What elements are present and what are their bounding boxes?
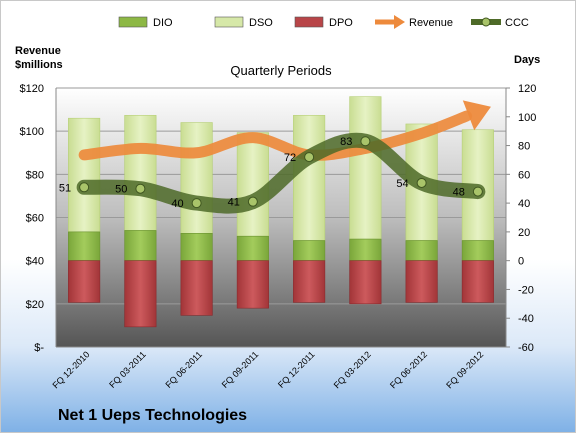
left-axis-title-line1: Revenue <box>15 45 61 57</box>
x-axis: FQ 12-2010 FQ 03-2011 FQ 06-2011 FQ 09-2011… <box>51 346 506 390</box>
ccc-layer: 51 50 40 41 72 83 54 48 <box>59 132 486 214</box>
ccc-line <box>76 132 486 214</box>
legend-swatch-dso <box>214 16 244 28</box>
ccc-data-label: 83 <box>340 136 352 148</box>
bar-dso <box>68 117 101 233</box>
ccc-point <box>416 177 427 188</box>
x-tick-label: FQ 09-2011 <box>220 349 261 390</box>
bar-dio <box>236 235 269 261</box>
bar-dpo <box>124 260 157 328</box>
x-tick-label: FQ 03-2012 <box>332 349 373 390</box>
ccc-point <box>191 198 202 209</box>
chart-title: Quarterly Periods <box>230 63 332 78</box>
legend-label-ccc: CCC <box>505 17 529 29</box>
bar-dso <box>180 122 213 234</box>
bar-dio <box>349 238 382 261</box>
bar-dio <box>461 240 494 261</box>
left-tick-label: $80 <box>26 169 44 181</box>
x-tick-label: FQ 12-2010 <box>51 349 92 390</box>
right-tick-label: 20 <box>518 227 530 239</box>
left-tick-label: $20 <box>26 299 44 311</box>
bar-dso <box>349 96 382 240</box>
x-tick-label: FQ 03-2011 <box>107 349 148 390</box>
ccc-point <box>360 136 371 147</box>
legend-label-dso: DSO <box>249 17 273 29</box>
revenue-layer <box>78 100 491 161</box>
left-tick-label: $120 <box>20 83 44 95</box>
bar-dio <box>405 240 438 261</box>
left-axis-title-line2: $millions <box>15 59 63 71</box>
ccc-point <box>135 183 146 194</box>
legend: DIO DSO DPO Revenue CCC <box>118 15 529 29</box>
right-axis-title: Days <box>514 54 540 66</box>
left-tick-label: $60 <box>26 213 44 225</box>
bar-dpo <box>68 260 101 303</box>
company-name: Net 1 Ueps Technologies <box>58 407 247 424</box>
ccc-point <box>304 152 315 163</box>
bar-dpo <box>236 260 269 309</box>
x-tick-label: FQ 06-2012 <box>388 349 429 390</box>
bars <box>68 96 494 328</box>
legend-label-dpo: DPO <box>329 17 353 29</box>
right-tick-label: 0 <box>518 256 524 268</box>
bar-dpo <box>349 260 382 305</box>
ccc-data-label: 51 <box>59 182 71 194</box>
bar-dpo <box>293 260 326 303</box>
bar-dio <box>180 233 213 261</box>
ccc-data-label: 48 <box>453 187 465 199</box>
ccc-data-label: 40 <box>171 198 183 210</box>
right-tick-label: 120 <box>518 83 536 95</box>
left-axis: $- $20 $40 $60 $80 $100 $120 <box>20 83 57 354</box>
legend-marker-ccc <box>481 17 491 27</box>
ccc-data-label: 72 <box>284 152 296 164</box>
ccc-data-label: 41 <box>228 197 240 209</box>
right-tick-label: -20 <box>518 284 534 296</box>
bar-dso <box>293 115 326 241</box>
x-tick-label: FQ 12-2011 <box>276 349 317 390</box>
bar-dpo <box>461 260 494 303</box>
legend-swatch-dio <box>118 16 148 28</box>
ccc-point <box>79 182 90 193</box>
ccc-point <box>472 186 483 197</box>
bar-dpo <box>180 260 213 316</box>
bar-dio <box>293 240 326 261</box>
revenue-line <box>78 110 473 161</box>
revenue-arrowhead <box>462 100 491 131</box>
legend-arrowhead <box>394 15 405 29</box>
ccc-data-label: 50 <box>115 184 127 196</box>
x-tick-label: FQ 06-2011 <box>163 349 204 390</box>
right-tick-label: 80 <box>518 141 530 153</box>
right-axis: -60 -40 -20 0 20 40 60 80 100 120 <box>505 83 536 354</box>
left-tick-label: $40 <box>26 256 44 268</box>
right-tick-label: 60 <box>518 169 530 181</box>
right-tick-label: 100 <box>518 112 536 124</box>
bar-dpo <box>405 260 438 303</box>
legend-swatch-dpo <box>294 16 324 28</box>
right-tick-label: -60 <box>518 342 534 354</box>
bar-dio <box>124 230 157 261</box>
legend-label-revenue: Revenue <box>409 17 453 29</box>
x-tick-label: FQ 09-2012 <box>444 349 485 390</box>
ccc-data-label: 54 <box>396 178 408 190</box>
left-tick-label: $100 <box>20 126 44 138</box>
ccc-point <box>247 196 258 207</box>
bar-dso <box>124 115 157 231</box>
legend-label-dio: DIO <box>153 17 173 29</box>
right-tick-label: -40 <box>518 313 534 325</box>
bar-dso <box>236 132 269 237</box>
left-tick-label: $- <box>34 342 44 354</box>
bar-dio <box>68 231 101 261</box>
right-tick-label: 40 <box>518 198 530 210</box>
